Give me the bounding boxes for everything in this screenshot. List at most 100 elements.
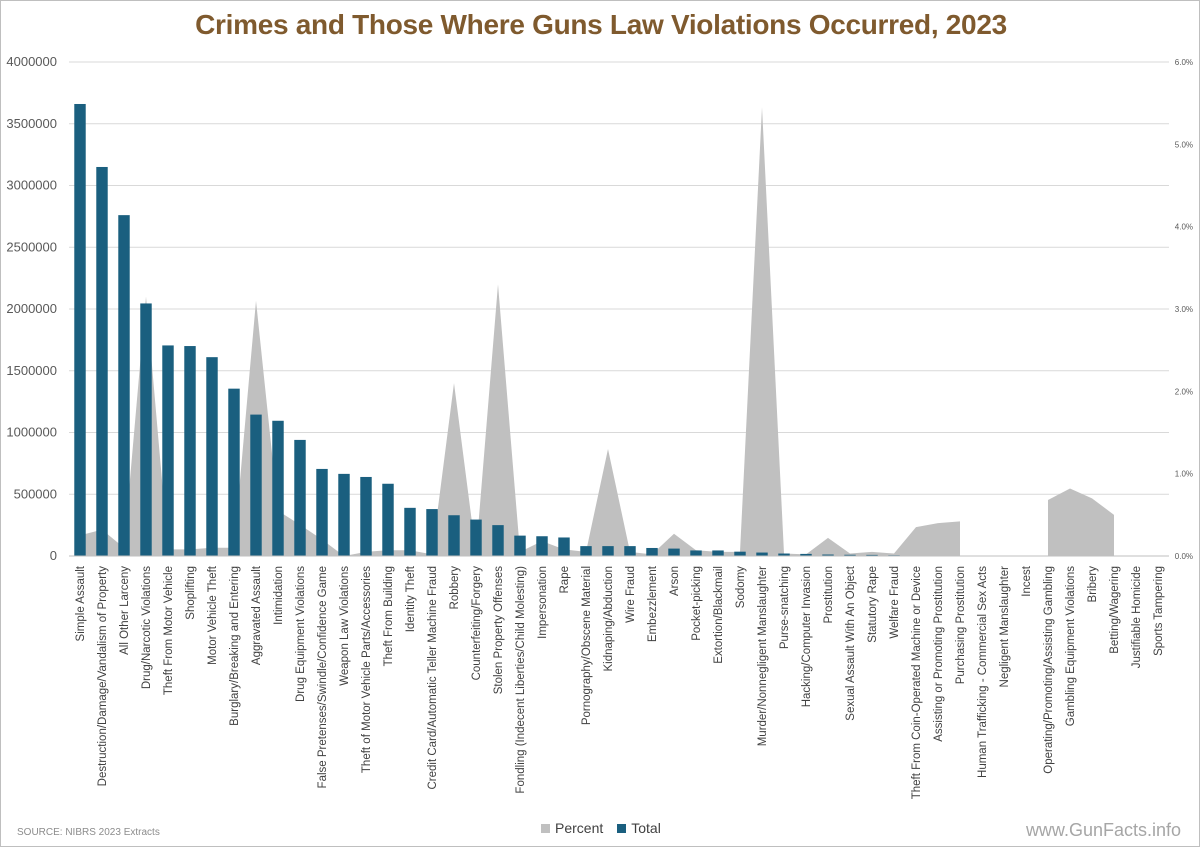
watermark: www.GunFacts.info [1026,820,1181,841]
total-bar [382,484,393,556]
x-tick-label: Assisting or Promoting Prostitution [933,566,945,742]
x-tick-label: Aggravated Assault [251,565,263,665]
x-tick-label: Destruction/Damage/Vandalism of Property [97,566,109,787]
x-tick-label: Shoplifting [185,566,197,620]
x-tick-label: Simple Assault [75,565,87,641]
x-tick-label: Welfare Fraud [889,566,901,639]
x-tick-label: Murder/Nonnegligent Manslaughter [757,566,769,746]
legend-swatch-total [617,824,626,833]
y2-tick-label: 3.0% [1175,305,1193,314]
x-tick-label: Operating/Promoting/Assisting Gambling [1043,566,1055,774]
total-bar [668,549,679,556]
y2-tick-label: 6.0% [1175,58,1193,67]
total-bar [624,546,635,556]
y2-tick-label: 1.0% [1175,470,1193,479]
y-tick-label: 0 [50,548,57,563]
total-bar [470,520,481,556]
total-bar [756,553,767,556]
total-bar [646,548,657,556]
total-bar [492,525,503,556]
total-bar-series [74,104,1163,556]
x-tick-label: Weapon Law Violations [339,566,351,686]
y2-tick-label: 4.0% [1175,223,1193,232]
total-bar [140,303,151,556]
x-tick-label: Fondling (Indecent Liberties/Child Moles… [515,566,527,794]
y-tick-label: 2000000 [6,301,57,316]
legend-label-total: Total [631,820,661,836]
x-tick-label: Pocket-picking [691,566,703,641]
total-bar [294,440,305,556]
x-tick-label: Rape [559,566,571,594]
x-tick-label: Extortion/Blackmail [713,566,725,664]
x-tick-label: False Pretenses/Swindle/Confidence Game [317,566,329,788]
x-tick-label: Embezzlement [647,565,659,642]
x-tick-label: Pornography/Obscene Material [581,566,593,725]
total-bar [558,537,569,556]
total-bar [250,415,261,556]
x-tick-label: Sexual Assault With An Object [845,565,857,720]
chart-legend: Percent Total [541,820,675,836]
y-tick-label: 3000000 [6,178,57,193]
total-bar [690,550,701,556]
total-bar [118,215,129,556]
total-bar [404,508,415,556]
x-tick-label: Burglary/Breaking and Entering [229,566,241,726]
x-tick-label: Sports Tampering [1153,566,1165,656]
x-tick-label: Statutory Rape [867,566,879,643]
total-bar [734,552,745,556]
total-bar [228,389,239,556]
x-tick-label: Theft of Motor Vehicle Parts/Accessories [361,566,373,773]
total-bar [448,515,459,556]
x-tick-label: Purse-snatching [779,566,791,649]
x-tick-label: Drug/Narcotic Violations [141,566,153,689]
x-tick-label: Identity Theft [405,565,417,632]
x-tick-label: All Other Larceny [119,566,131,655]
legend-item-percent: Percent [541,820,603,836]
y-tick-label: 3500000 [6,116,57,131]
y-tick-label: 1500000 [6,363,57,378]
total-bar [316,469,327,556]
y-tick-label: 1000000 [6,425,57,440]
x-tick-label: Theft From Motor Vehicle [163,566,175,695]
source-note: SOURCE: NIBRS 2023 Extracts [17,827,160,838]
x-tick-label: Incest [1021,565,1033,596]
percent-area-segment [1048,488,1114,556]
total-bar [514,536,525,556]
x-tick-label: Impersonation [537,566,549,639]
x-tick-label: Justifiable Homicide [1131,566,1143,668]
x-tick-label: Purchasing Prostitution [955,566,967,684]
x-tick-label: Negligent Manslaughter [999,566,1011,688]
x-tick-label: Kidnaping/Abduction [603,566,615,672]
legend-swatch-percent [541,824,550,833]
y2-tick-label: 0.0% [1175,552,1193,561]
y-tick-label: 500000 [14,486,57,501]
x-tick-label: Prostitution [823,566,835,624]
total-bar [536,536,547,556]
y2-tick-label: 2.0% [1175,387,1193,396]
x-tick-label: Betting/Wagering [1109,566,1121,654]
legend-item-total: Total [617,820,661,836]
x-tick-label: Motor Vehicle Theft [207,565,219,665]
x-tick-label: Robbery [449,566,461,610]
total-bar [184,346,195,556]
x-tick-label: Intimidation [273,566,285,625]
x-tick-label: Theft From Coin-Operated Machine or Devi… [911,566,923,799]
x-tick-label: Hacking/Computer Invasion [801,566,813,707]
legend-label-percent: Percent [555,820,603,836]
x-tick-label: Human Trafficking - Commercial Sex Acts [977,566,989,778]
total-bar [712,550,723,556]
total-bar [74,104,85,556]
total-bar [272,421,283,556]
total-bar [602,546,613,556]
y-tick-label: 4000000 [6,54,57,69]
x-tick-label: Sodomy [735,566,747,608]
total-bar [360,477,371,556]
total-bar [580,546,591,556]
x-tick-label: Arson [669,566,681,596]
total-bar [96,167,107,556]
x-tick-label: Theft From Building [383,566,395,666]
x-tick-label: Stolen Property Offenses [493,566,505,695]
y2-tick-label: 5.0% [1175,140,1193,149]
